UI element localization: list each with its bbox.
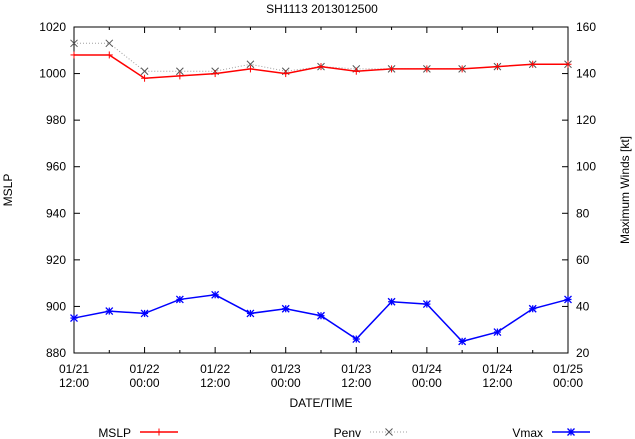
series-vmax xyxy=(70,290,572,346)
y-tick-label: 880 xyxy=(46,346,66,360)
y2-tick-label: 120 xyxy=(576,113,596,127)
x-tick-label: 00:00 xyxy=(553,376,583,390)
y2-tick-label: 20 xyxy=(576,346,590,360)
legend-item-mslp: MSLP xyxy=(98,426,178,439)
y-tick-label: 920 xyxy=(46,253,66,267)
y2-tick-label: 80 xyxy=(576,206,590,220)
x-tick-label: 12:00 xyxy=(341,376,371,390)
y2-tick-label: 100 xyxy=(576,160,596,174)
y2-tick-label: 140 xyxy=(576,67,596,81)
svg-text:MSLP: MSLP xyxy=(98,426,131,439)
y2-tick-label: 40 xyxy=(576,299,590,313)
x-tick-label: 01/24 xyxy=(412,362,442,376)
y-tick-label: 900 xyxy=(46,299,66,313)
y-axis-left: 1020 1000 980 960 940 920 900 880 xyxy=(39,20,80,360)
y2-tick-label: 160 xyxy=(576,20,596,34)
y-tick-label: 940 xyxy=(46,206,66,220)
x-tick-label: 01/22 xyxy=(130,362,160,376)
x-tick-label: 00:00 xyxy=(412,376,442,390)
plot-frame xyxy=(73,26,569,354)
x-axis: 01/2112:0001/2200:0001/2212:0001/2300:00… xyxy=(59,27,583,390)
x-tick-label: 00:00 xyxy=(130,376,160,390)
x-tick-label: 12:00 xyxy=(200,376,230,390)
x-tick-label: 01/23 xyxy=(271,362,301,376)
y-tick-label: 1000 xyxy=(39,67,66,81)
svg-text:Penv: Penv xyxy=(334,426,361,439)
x-tick-label: 01/23 xyxy=(341,362,371,376)
y-tick-label: 1020 xyxy=(39,20,66,34)
chart-title: SH1113 2013012500 xyxy=(266,2,378,16)
legend: MSLP Penv Vmax xyxy=(98,426,590,439)
y2-tick-label: 60 xyxy=(576,253,590,267)
x-tick-label: 00:00 xyxy=(271,376,301,390)
legend-item-penv: Penv xyxy=(334,426,408,439)
x-tick-label: 01/25 xyxy=(553,362,583,376)
plot-area xyxy=(70,26,572,354)
y-tick-label: 980 xyxy=(46,113,66,127)
series-mslp xyxy=(70,51,572,82)
y2-axis-label: Maximum Winds [kt] xyxy=(618,136,632,244)
x-tick-label: 12:00 xyxy=(59,376,89,390)
y-tick-label: 960 xyxy=(46,160,66,174)
y-axis-label: MSLP xyxy=(1,174,15,207)
x-tick-label: 01/21 xyxy=(59,362,89,376)
svg-text:Vmax: Vmax xyxy=(512,426,543,439)
x-axis-label: DATE/TIME xyxy=(289,396,352,410)
x-tick-label: 01/24 xyxy=(482,362,512,376)
x-tick-label: 12:00 xyxy=(482,376,512,390)
x-tick-label: 01/22 xyxy=(200,362,230,376)
legend-item-vmax: Vmax xyxy=(512,426,590,439)
y-axis-right: 160 140 120 100 80 60 40 20 xyxy=(562,20,596,360)
